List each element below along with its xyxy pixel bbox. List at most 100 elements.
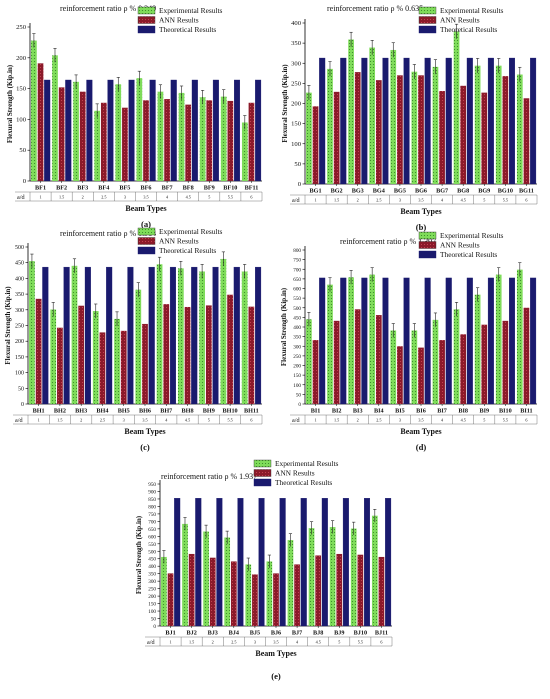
bar-experimental (50, 309, 57, 404)
y-axis-label: Flexural Strength (Kip.in) (135, 515, 143, 594)
bar-ann (354, 72, 361, 184)
x-category-label: BG1 (310, 188, 322, 195)
x-category-label: BF5 (119, 185, 130, 192)
ad-value-label: 2 (80, 418, 82, 423)
x-category-label: BH1 (33, 408, 45, 415)
y-tick-label: 100 (15, 371, 24, 377)
bar-experimental (220, 258, 227, 404)
chart-title: reinforcement ratio ρ % 1.937 (161, 472, 257, 481)
bar-experimental (369, 47, 376, 184)
ad-value-label: 2.5 (376, 198, 381, 203)
bar-theoretical (509, 277, 516, 405)
bar-theoretical (44, 79, 51, 182)
bar-theoretical (65, 79, 72, 182)
bar-theoretical (237, 498, 244, 627)
legend-label-experimental: Experimental Results (440, 231, 504, 240)
y-tick-label: 50 (296, 392, 302, 398)
bar-experimental (71, 265, 78, 404)
bar-ann (37, 63, 44, 181)
bar-ann (248, 102, 255, 181)
ad-row-label: a/d (147, 639, 155, 646)
x-category-label: BJ5 (250, 630, 260, 637)
bar-theoretical (340, 57, 347, 185)
bar-experimental (306, 92, 312, 184)
bar-ann (163, 304, 170, 404)
bar-experimental (73, 81, 79, 181)
bar-theoretical (466, 277, 473, 405)
y-tick-label: 300 (15, 308, 24, 314)
bar-theoretical (403, 277, 410, 405)
y-tick-label: 100 (16, 116, 27, 123)
legend-swatch-ann (418, 16, 437, 24)
bar-ann (481, 324, 488, 404)
bar-theoretical (170, 79, 177, 182)
bar-theoretical (234, 79, 241, 182)
y-tick-label: 100 (293, 383, 301, 389)
x-category-label: BJ7 (292, 630, 302, 637)
y-tick-label: 250 (293, 354, 301, 360)
bar-ann (333, 320, 340, 404)
x-category-label: BJ4 (229, 630, 239, 637)
y-tick-label: 250 (148, 587, 156, 593)
x-category-label: BH8 (182, 408, 194, 415)
bar-ann (209, 557, 216, 626)
bar-theoretical (424, 57, 431, 185)
panel-label: (c) (140, 442, 150, 452)
bar-ann (252, 574, 258, 626)
bar-experimental (177, 268, 184, 404)
bar-experimental (432, 319, 439, 404)
bar-theoretical (487, 57, 494, 185)
bar-ann (167, 573, 174, 626)
ad-value-label: 2 (357, 418, 359, 423)
ad-value-label: 3 (399, 198, 401, 203)
bar-theoretical (86, 79, 93, 182)
legend-label-theoretical: Theoretical Results (159, 246, 216, 255)
bar-experimental (220, 96, 227, 181)
bar-theoretical (487, 277, 494, 405)
bar-experimental (224, 537, 231, 626)
bar-ann (481, 92, 488, 184)
x-category-label: BF11 (245, 185, 259, 192)
y-tick-label: 0 (298, 181, 302, 188)
chart-title: reinforcement ratio ρ % 0.984 (60, 229, 156, 238)
legend-swatch-experimental (418, 231, 437, 240)
ad-value-label: 1 (169, 640, 171, 645)
x-category-label: BF10 (223, 185, 237, 192)
legend-label-experimental: Experimental Results (159, 227, 223, 236)
bar-experimental (516, 269, 523, 404)
bar-ann (375, 315, 382, 404)
legend-swatch-ann (418, 241, 437, 249)
bar-theoretical (530, 57, 537, 185)
bar-ann (273, 573, 279, 626)
bar-experimental (241, 122, 248, 181)
legend-label-ann: ANN Results (275, 469, 315, 478)
y-tick-label: 150 (16, 86, 27, 93)
bar-ann (312, 106, 319, 184)
ad-value-label: 1.5 (334, 418, 339, 423)
ad-value-label: 4 (441, 418, 444, 423)
bar-theoretical (127, 266, 134, 405)
bar-experimental (390, 330, 397, 404)
ad-value-label: 6 (525, 418, 527, 423)
x-category-label: BJ1 (165, 630, 175, 637)
bar-ann (227, 100, 234, 181)
x-category-label: BJ9 (334, 630, 344, 637)
bar-experimental (136, 78, 143, 181)
ad-value-label: 6 (250, 195, 252, 200)
bar-experimental (245, 564, 252, 626)
y-tick-label: 200 (148, 594, 156, 600)
legend-label-ann: ANN Results (159, 237, 199, 246)
x-axis-label: Beam Types (125, 204, 166, 213)
bar-ann (58, 87, 65, 181)
bar-experimental (495, 274, 502, 404)
x-category-label: BI11 (520, 408, 532, 415)
bar-experimental (94, 110, 101, 181)
y-tick-label: 350 (291, 40, 302, 47)
ad-value-label: 3.5 (273, 640, 278, 645)
